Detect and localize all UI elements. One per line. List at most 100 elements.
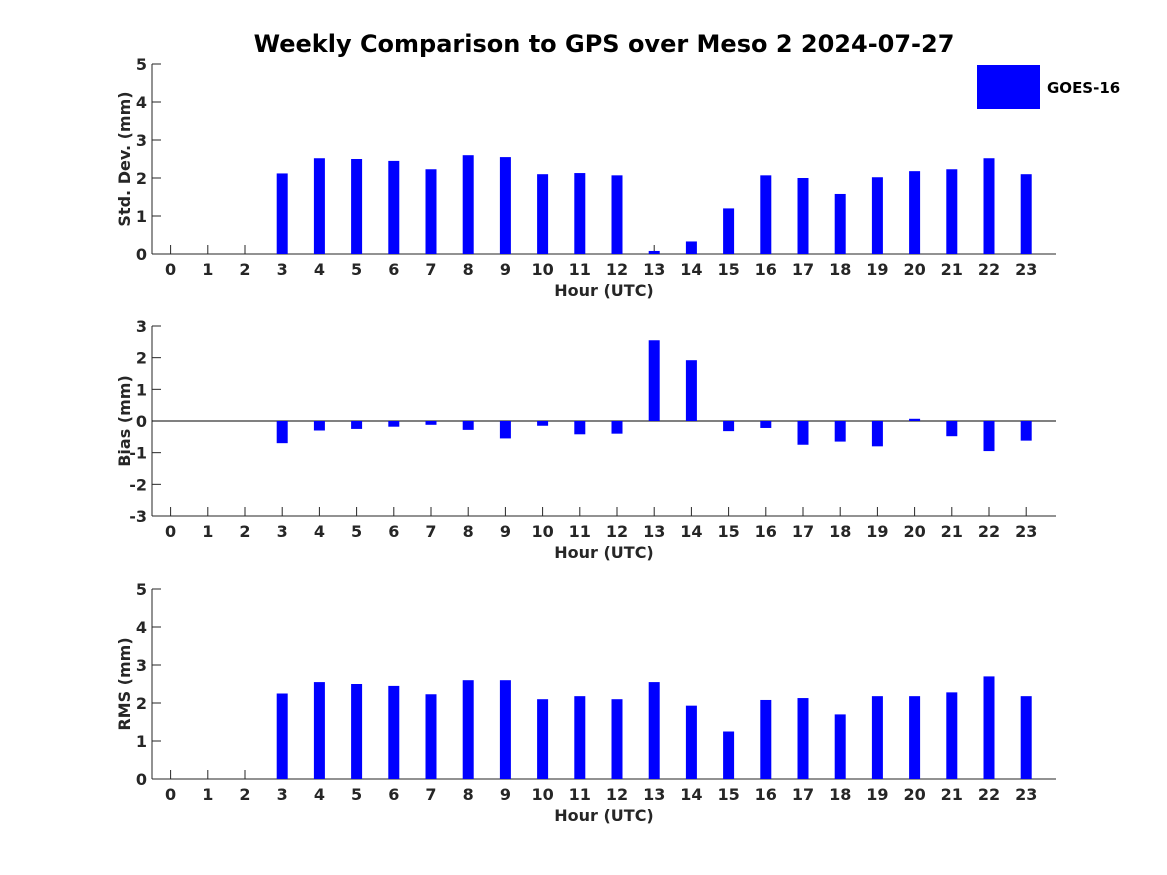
x-tick-label: 19 xyxy=(866,260,888,279)
x-tick-label: 11 xyxy=(569,522,591,541)
bar-hour-8 xyxy=(462,155,474,254)
bar-hour-19 xyxy=(871,421,883,447)
bar-hour-11 xyxy=(574,421,586,435)
y-tick-label: 2 xyxy=(136,349,147,368)
x-tick-label: 18 xyxy=(829,260,851,279)
bar-hour-4 xyxy=(313,158,325,254)
x-tick-label: 10 xyxy=(531,522,553,541)
x-tick-label: 1 xyxy=(202,785,213,804)
y-axis-label: RMS (mm) xyxy=(115,637,134,730)
bar-hour-15 xyxy=(723,208,735,254)
x-tick-label: 22 xyxy=(978,522,1000,541)
bar-hour-9 xyxy=(499,421,511,439)
x-tick-label: 2 xyxy=(239,522,250,541)
bar-hour-6 xyxy=(388,421,400,427)
bar-hour-22 xyxy=(983,158,995,254)
y-tick-label: 1 xyxy=(136,732,147,751)
bar-hour-23 xyxy=(1020,174,1032,254)
bar-hour-5 xyxy=(351,684,363,779)
x-tick-label: 4 xyxy=(314,260,325,279)
bar-hour-18 xyxy=(834,421,846,442)
y-tick-label: 4 xyxy=(136,93,147,112)
bar-hour-7 xyxy=(425,694,437,779)
bar-hour-21 xyxy=(946,421,958,437)
bar-hour-15 xyxy=(723,421,735,432)
x-tick-label: 17 xyxy=(792,522,814,541)
x-tick-label: 1 xyxy=(202,260,213,279)
x-tick-label: 0 xyxy=(165,785,176,804)
bar-hour-13 xyxy=(648,250,660,254)
x-tick-label: 8 xyxy=(463,260,474,279)
bar-hour-18 xyxy=(834,193,846,254)
x-tick-label: 17 xyxy=(792,785,814,804)
x-tick-label: 23 xyxy=(1015,260,1037,279)
bar-hour-3 xyxy=(276,173,288,254)
x-tick-label: 17 xyxy=(792,260,814,279)
x-tick-label: 16 xyxy=(755,522,777,541)
bar-hour-7 xyxy=(425,169,437,254)
y-tick-label: 4 xyxy=(136,618,147,637)
bar-hour-16 xyxy=(760,421,772,428)
x-tick-label: 21 xyxy=(941,522,963,541)
bar-hour-16 xyxy=(760,699,772,779)
bar-hour-3 xyxy=(276,693,288,779)
x-tick-label: 11 xyxy=(569,260,591,279)
bar-hour-21 xyxy=(946,692,958,779)
bar-hour-16 xyxy=(760,175,772,254)
y-tick-label: 5 xyxy=(136,580,147,599)
y-tick-label: 0 xyxy=(136,412,147,431)
y-tick-label: 2 xyxy=(136,169,147,188)
bar-hour-10 xyxy=(537,421,549,426)
x-tick-label: 6 xyxy=(388,522,399,541)
x-tick-label: 13 xyxy=(643,522,665,541)
y-axis-label: Bias (mm) xyxy=(115,375,134,467)
legend: GOES-16 xyxy=(977,65,1120,109)
x-tick-label: 14 xyxy=(680,785,702,804)
x-tick-label: 8 xyxy=(463,785,474,804)
bar-hour-15 xyxy=(723,731,735,779)
y-tick-label: -2 xyxy=(129,475,147,494)
bar-hour-4 xyxy=(313,421,325,431)
y-tick-label: 3 xyxy=(136,131,147,150)
x-tick-label: 21 xyxy=(941,785,963,804)
bar-hour-10 xyxy=(537,699,549,779)
bar-hour-9 xyxy=(499,680,511,779)
x-tick-label: 7 xyxy=(425,522,436,541)
x-tick-label: 18 xyxy=(829,785,851,804)
x-tick-label: 4 xyxy=(314,785,325,804)
bar-hour-11 xyxy=(574,696,586,779)
x-tick-label: 5 xyxy=(351,260,362,279)
bar-hour-21 xyxy=(946,169,958,254)
x-tick-label: 10 xyxy=(531,260,553,279)
x-tick-label: 6 xyxy=(388,785,399,804)
bar-hour-8 xyxy=(462,680,474,779)
x-tick-label: 3 xyxy=(277,785,288,804)
x-tick-label: 9 xyxy=(500,785,511,804)
bar-hour-17 xyxy=(797,178,809,254)
bar-hour-22 xyxy=(983,676,995,779)
bar-hour-18 xyxy=(834,714,846,779)
x-tick-label: 20 xyxy=(903,785,925,804)
x-tick-label: 15 xyxy=(717,785,739,804)
x-tick-label: 11 xyxy=(569,785,591,804)
x-tick-label: 9 xyxy=(500,260,511,279)
y-tick-label: 1 xyxy=(136,207,147,226)
x-tick-label: 4 xyxy=(314,522,325,541)
y-tick-label: -3 xyxy=(129,507,147,526)
bar-hour-22 xyxy=(983,421,995,452)
bar-hour-5 xyxy=(351,421,363,429)
x-tick-label: 6 xyxy=(388,260,399,279)
y-tick-label: 3 xyxy=(136,317,147,336)
bar-hour-11 xyxy=(574,173,586,254)
x-axis-label: Hour (UTC) xyxy=(554,543,654,562)
legend-swatch xyxy=(977,65,1040,109)
x-tick-label: 0 xyxy=(165,260,176,279)
x-axis-label: Hour (UTC) xyxy=(554,281,654,300)
bar-hour-8 xyxy=(462,421,474,430)
y-tick-label: 0 xyxy=(136,245,147,264)
bar-hour-6 xyxy=(388,685,400,779)
x-tick-label: 7 xyxy=(425,785,436,804)
x-tick-label: 2 xyxy=(239,785,250,804)
x-tick-label: 20 xyxy=(903,260,925,279)
